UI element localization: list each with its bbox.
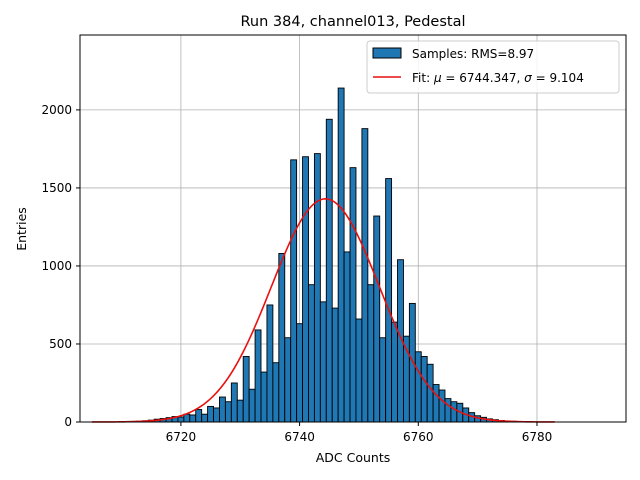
histogram-bar xyxy=(189,414,197,423)
y-tick-label: 0 xyxy=(64,415,72,429)
plot-frame xyxy=(79,34,627,423)
histogram-bar xyxy=(313,153,321,423)
legend-samples-label: Samples: RMS=8.97 xyxy=(412,47,534,61)
histogram-bar xyxy=(355,318,363,423)
histogram-bar xyxy=(343,251,351,423)
histogram-bar xyxy=(201,413,209,423)
x-tick-label: 6720 xyxy=(166,430,197,444)
y-tick-label: 500 xyxy=(49,337,72,351)
chart-title: Run 384, channel013, Pedestal xyxy=(240,14,465,30)
histogram-bar xyxy=(385,178,393,423)
fit-curve xyxy=(91,198,555,423)
histogram-bar xyxy=(260,371,268,423)
histogram-bar xyxy=(183,413,191,423)
x-tick-label: 6740 xyxy=(284,430,315,444)
histogram-bar xyxy=(224,401,232,423)
histogram-bar xyxy=(284,337,292,423)
legend-separator: , xyxy=(517,71,525,85)
x-tick-label: 6760 xyxy=(403,430,434,444)
histogram-bar xyxy=(302,156,309,423)
y-tick-label: 1000 xyxy=(41,259,72,273)
legend: Samples: RMS=8.97 Fit: μ = 6744.347, σ =… xyxy=(366,40,620,94)
histogram-bar xyxy=(450,401,458,423)
histogram-bar xyxy=(266,304,274,423)
histogram-bar xyxy=(432,384,440,423)
histogram-bar xyxy=(207,405,214,423)
histogram-bar xyxy=(414,351,422,423)
histogram-bar xyxy=(177,416,185,423)
histogram-bar xyxy=(296,323,304,423)
y-tick-label: 2000 xyxy=(41,103,72,117)
x-tick-label: 6780 xyxy=(522,430,553,444)
histogram-bar xyxy=(325,118,333,423)
legend-sigma-symbol: σ xyxy=(524,71,532,85)
histogram-bar xyxy=(195,409,203,423)
histogram-bar xyxy=(426,363,434,423)
legend-samples-swatch xyxy=(372,47,402,59)
legend-sigma-value: 9.104 xyxy=(549,71,583,85)
histogram-bar xyxy=(248,388,256,423)
histogram-bar xyxy=(379,337,387,423)
histogram-bar xyxy=(219,396,226,423)
histogram-bar xyxy=(337,87,345,423)
histogram-bar xyxy=(408,302,416,423)
legend-fit-prefix: Fit: xyxy=(412,71,434,85)
histogram-bar xyxy=(236,399,244,423)
histogram-bar xyxy=(278,253,286,423)
histogram-bar xyxy=(213,407,220,423)
histogram-bar xyxy=(319,301,327,423)
histogram-bar xyxy=(331,307,339,423)
histogram-bar xyxy=(361,128,369,423)
histogram-bar xyxy=(308,284,315,423)
y-ticks: 0 500 1000 1500 2000 xyxy=(41,103,80,429)
histogram-bar xyxy=(290,159,298,423)
legend-mu-value: 6744.347 xyxy=(459,71,516,85)
histogram-bar xyxy=(349,167,357,423)
histogram-bar xyxy=(438,389,446,423)
y-tick-label: 1500 xyxy=(41,181,72,195)
histogram-bar xyxy=(420,356,428,423)
histogram-bar xyxy=(230,382,238,423)
histogram-bar xyxy=(254,329,262,423)
legend-sigma-equals: = xyxy=(532,71,550,85)
legend-mu-equals: = xyxy=(442,71,460,85)
histogram-bar xyxy=(373,215,381,423)
histogram-bar xyxy=(367,284,375,423)
x-ticks: 6720 6740 6760 6780 xyxy=(166,422,553,444)
y-axis-label: Entries xyxy=(14,207,29,251)
x-axis-label: ADC Counts xyxy=(316,450,391,465)
legend-mu-symbol: μ xyxy=(433,71,442,85)
histogram-bar xyxy=(391,321,398,423)
legend-box xyxy=(366,40,620,94)
legend-fit-label: Fit: μ = 6744.347, σ = 9.104 xyxy=(412,71,584,85)
histogram-bar xyxy=(272,362,280,423)
histogram-bar xyxy=(444,398,452,423)
histogram-bar xyxy=(242,356,250,423)
